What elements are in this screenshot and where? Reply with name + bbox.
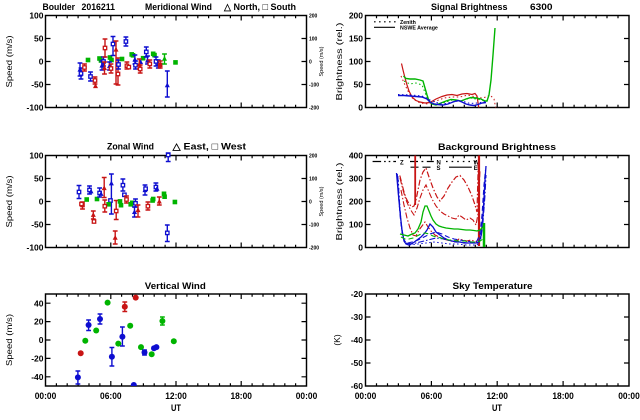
svg-text:-60: -60 [351,381,364,391]
svg-text:100: 100 [29,11,43,21]
svg-text:00:00: 00:00 [296,391,318,401]
svg-text:-50: -50 [351,358,364,368]
svg-text:6300: 6300 [530,2,553,13]
svg-text:W: W [474,160,480,166]
svg-text:-40: -40 [31,372,44,382]
svg-text:-40: -40 [351,335,364,345]
svg-text:Sky Temperature: Sky Temperature [453,281,533,292]
svg-text:-50: -50 [31,80,44,90]
svg-text:Speed (m/s): Speed (m/s) [319,46,325,76]
svg-text:200: 200 [349,11,363,21]
svg-text:18:00: 18:00 [552,391,574,401]
svg-text:Brightness (rel.): Brightness (rel.) [334,22,344,100]
svg-text:100: 100 [309,176,318,182]
svg-text:0: 0 [309,59,312,65]
svg-text:00:00: 00:00 [355,391,377,401]
svg-text:18:00: 18:00 [230,391,252,401]
svg-text:0: 0 [309,199,312,205]
svg-text:Z: Z [400,160,404,166]
svg-text:20: 20 [34,317,44,327]
svg-text:S: S [437,166,441,172]
svg-text:06:00: 06:00 [421,391,443,401]
svg-text:-200: -200 [309,105,319,111]
svg-text:△ North, □ South: △ North, □ South [223,2,296,13]
svg-text:-100: -100 [309,222,319,228]
svg-text:400: 400 [349,151,363,161]
svg-text:NSWE Average: NSWE Average [400,25,438,31]
svg-text:-30: -30 [351,312,364,322]
svg-text:△ East, □ West: △ East, □ West [171,141,247,152]
svg-text:0: 0 [39,335,44,345]
svg-text:100: 100 [349,220,363,230]
svg-text:Speed (m/s): Speed (m/s) [319,186,325,216]
svg-text:100: 100 [29,151,43,161]
svg-text:Zenith: Zenith [400,20,416,26]
svg-text:100: 100 [309,36,318,42]
svg-text:12:00: 12:00 [165,391,187,401]
svg-text:200: 200 [309,153,318,159]
svg-text:200: 200 [349,197,363,207]
svg-text:UT: UT [171,403,181,413]
svg-text:-100: -100 [309,82,319,88]
svg-text:100: 100 [349,57,363,67]
svg-text:0: 0 [358,103,363,113]
svg-text:40: 40 [34,298,44,308]
svg-text:0: 0 [39,197,44,207]
svg-text:N: N [437,160,441,166]
svg-text:-20: -20 [31,354,44,364]
svg-text:300: 300 [349,174,363,184]
svg-text:150: 150 [349,34,363,44]
svg-text:2016211: 2016211 [82,2,116,13]
svg-text:Signal Brightness: Signal Brightness [431,2,508,13]
svg-text:UT: UT [492,403,502,413]
svg-text:Boulder: Boulder [43,2,76,13]
svg-text:E: E [474,166,478,172]
svg-text:-50: -50 [31,220,44,230]
svg-text:Meridional Wind: Meridional Wind [145,2,212,13]
svg-text:Vertical Wind: Vertical Wind [145,281,206,292]
svg-text:Background Brightness: Background Brightness [438,142,556,153]
svg-text:Speed (m/s): Speed (m/s) [4,314,14,366]
svg-text:50: 50 [34,174,44,184]
svg-text:12:00: 12:00 [486,391,508,401]
svg-text:-100: -100 [26,103,43,113]
svg-text:50: 50 [354,80,364,90]
svg-text:-100: -100 [26,243,43,253]
svg-text:Brightness (rel.): Brightness (rel.) [334,162,344,240]
svg-text:Speed (m/s): Speed (m/s) [4,35,14,87]
svg-text:Zonal Wind: Zonal Wind [107,141,154,152]
svg-text:50: 50 [34,34,44,44]
svg-text:00:00: 00:00 [35,391,57,401]
svg-text:0: 0 [39,57,44,67]
svg-text:-200: -200 [309,245,319,251]
svg-text:-20: -20 [351,289,364,299]
svg-text:Speed (m/s): Speed (m/s) [4,175,14,227]
svg-text:200: 200 [309,13,318,19]
svg-text:06:00: 06:00 [100,391,122,401]
svg-text:(K): (K) [332,334,342,346]
svg-text:00:00: 00:00 [618,391,640,401]
svg-text:0: 0 [358,243,363,253]
